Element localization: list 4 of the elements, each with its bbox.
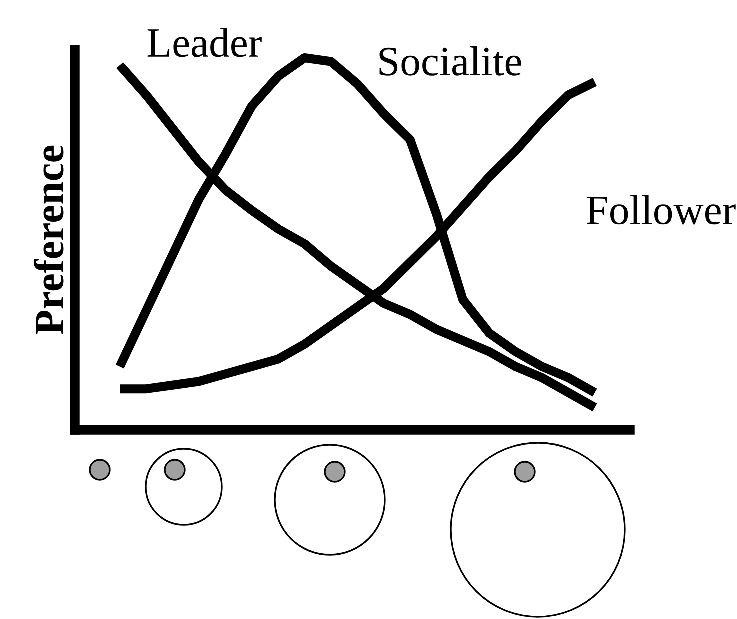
series-label: Socialite [380,46,522,76]
y-axis-title: Preference [34,146,64,335]
series-label: Follower [586,195,736,225]
series-label: Leader [148,28,262,58]
